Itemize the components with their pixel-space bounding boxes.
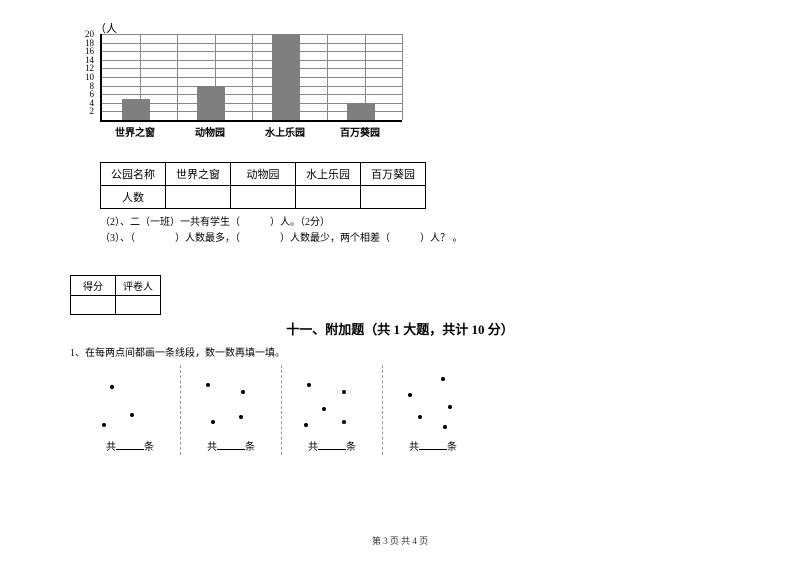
question-text: （2）、二（一班）一共有学生（ ）人。（2分） <box>100 215 730 231</box>
dot <box>206 383 210 387</box>
dot <box>241 390 245 394</box>
bar-chart: （人 20 18 16 14 12 10 8 6 4 2 世界之窗 动物园 水上… <box>70 20 410 150</box>
dot <box>304 423 308 427</box>
table-header: 世界之窗 <box>166 163 231 186</box>
bar <box>272 34 300 120</box>
dot <box>441 377 445 381</box>
score-cell <box>116 296 161 315</box>
table-header: 公园名称 <box>101 163 166 186</box>
dot <box>418 415 422 419</box>
x-label: 动物园 <box>180 124 240 139</box>
table-row: 公园名称 世界之窗 动物园 水上乐园 百万葵园 <box>101 163 426 186</box>
extra-question-text: 1、在每两点间都画一条线段，数一数再填一填。 <box>70 344 730 359</box>
table-cell <box>231 186 296 209</box>
x-label: 水上乐园 <box>255 124 315 139</box>
grid-line <box>327 34 328 120</box>
dot <box>322 407 326 411</box>
y-axis-ticks: 20 18 16 14 12 10 8 6 4 2 <box>76 30 94 116</box>
section-title: 十一、附加题（共 1 大题，共计 10 分） <box>70 319 730 338</box>
page-footer: 第 3 页 共 4 页 <box>0 534 800 547</box>
dot-panel: 共条 <box>383 365 483 455</box>
panel-label: 共条 <box>80 438 180 453</box>
dot <box>102 423 106 427</box>
table-cell: 人数 <box>101 186 166 209</box>
grid-line <box>402 34 403 120</box>
question-block: （2）、二（一班）一共有学生（ ）人。（2分） （3）、（ ）人数最多，（ ）人… <box>100 215 730 247</box>
dot <box>110 385 114 389</box>
dot <box>239 415 243 419</box>
dot-panels: 共条共条共条共条 <box>80 365 730 455</box>
panel-label: 共条 <box>282 438 382 453</box>
table-header: 百万葵园 <box>361 163 426 186</box>
score-header: 得分 <box>71 276 116 296</box>
y-tick: 2 <box>76 107 94 116</box>
dot <box>307 383 311 387</box>
x-label: 世界之窗 <box>105 124 165 139</box>
dot <box>211 420 215 424</box>
table-header: 水上乐园 <box>296 163 361 186</box>
dot <box>443 425 447 429</box>
dot <box>130 413 134 417</box>
question-text: （3）、（ ）人数最多，（ ）人数最少，两个相差（ ）人？ 。 <box>100 231 730 247</box>
score-table: 得分 评卷人 <box>70 275 161 315</box>
table-row: 人数 <box>101 186 426 209</box>
panel-label: 共条 <box>383 438 483 453</box>
score-header: 评卷人 <box>116 276 161 296</box>
dot-panel: 共条 <box>80 365 181 455</box>
grid-line <box>252 34 253 120</box>
grid-line <box>177 34 178 120</box>
bar <box>197 86 225 120</box>
dot-panel: 共条 <box>282 365 383 455</box>
dot-panel: 共条 <box>181 365 282 455</box>
chart-grid <box>100 34 402 122</box>
panel-label: 共条 <box>181 438 281 453</box>
bar <box>122 99 150 121</box>
table-header: 动物园 <box>231 163 296 186</box>
dot <box>342 390 346 394</box>
data-table: 公园名称 世界之窗 动物园 水上乐园 百万葵园 人数 <box>100 162 426 209</box>
table-cell <box>166 186 231 209</box>
table-cell <box>361 186 426 209</box>
dot <box>342 420 346 424</box>
dot <box>448 405 452 409</box>
bar <box>347 103 375 120</box>
table-cell <box>296 186 361 209</box>
dot <box>408 393 412 397</box>
score-cell <box>71 296 116 315</box>
x-label: 百万葵园 <box>330 124 390 139</box>
score-box: 得分 评卷人 <box>70 275 730 315</box>
